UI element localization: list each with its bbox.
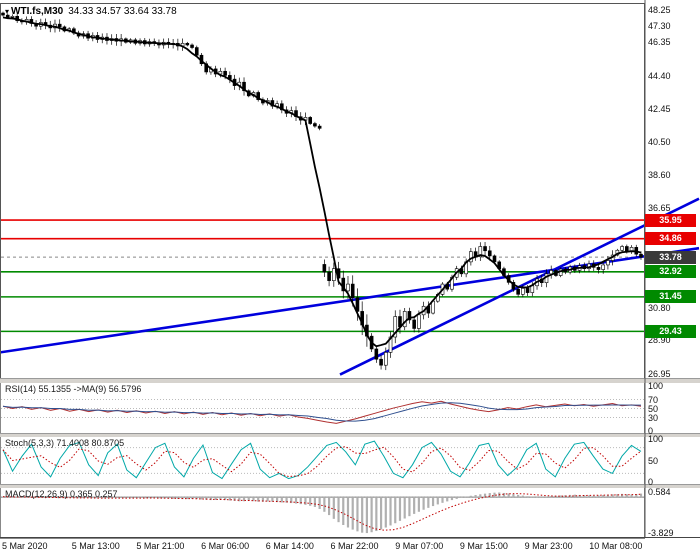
chart-header: ▾ WTI.fs,M30 34.33 34.57 33.64 33.78 — [5, 6, 177, 17]
macd-indicator-label: MACD(12,26,9) 0.365 0.257 — [5, 489, 118, 499]
ohlc-values: 34.33 34.57 33.64 33.78 — [68, 6, 177, 17]
stoch-indicator-label: Stoch(5,3,3) 71.4008 80.8705 — [5, 438, 125, 448]
symbol-timeframe-label: WTI.fs,M30 — [11, 6, 64, 17]
rsi-indicator-label: RSI(14) 55.1355 ->MA(9) 56.5796 — [5, 384, 142, 394]
symbol-marker-icon: ▾ — [5, 7, 10, 16]
